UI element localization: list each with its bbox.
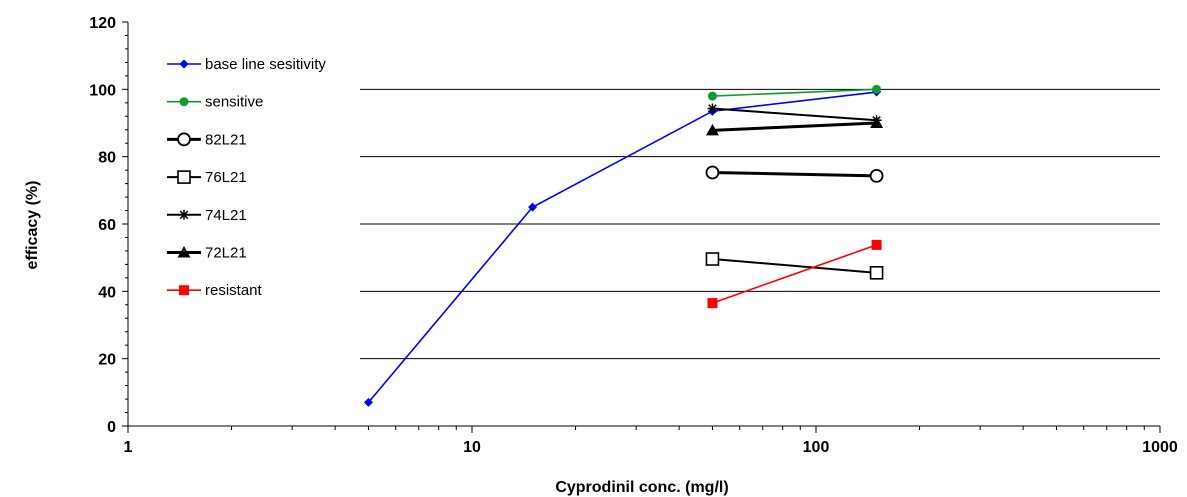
series-line-72l21 <box>712 121 877 132</box>
series-line-resistant <box>712 244 877 304</box>
legend-item-sensitive: sensitive <box>167 94 263 111</box>
legend-marker <box>177 170 191 184</box>
data-point <box>870 116 884 128</box>
series-line-82l21 <box>712 170 877 178</box>
legend: base line sesitivity sensitive 82L21 76L21 7… <box>167 56 326 299</box>
series-76l21 <box>705 252 884 280</box>
legend-item-76l21: 76L21 <box>167 169 247 186</box>
y-tick-label: 80 <box>98 150 116 167</box>
series-sensitive <box>707 84 882 101</box>
data-point <box>707 298 718 309</box>
legend-label: base line sesitivity <box>205 56 326 73</box>
x-tick-label: 1 <box>124 439 133 456</box>
legend-marker <box>179 97 189 107</box>
legend-label: 76L21 <box>205 169 247 186</box>
data-point <box>705 123 719 136</box>
data-point <box>869 168 884 183</box>
x-axis-title: Cyprodinil conc. (mg/l) <box>555 479 728 496</box>
y-tick-label: 120 <box>89 15 116 32</box>
legend-label: 82L21 <box>205 131 247 148</box>
x-tick-label: 10 <box>463 439 481 456</box>
legend-item-74l21: 74L21 <box>167 207 247 224</box>
data-point <box>528 202 538 212</box>
legend-label: 74L21 <box>205 207 247 224</box>
data-point <box>707 91 717 101</box>
series-line-76l21 <box>712 258 877 274</box>
y-axis-title: efficacy (%) <box>24 181 41 270</box>
x-tick-label: 100 <box>803 439 830 456</box>
series-74l21 <box>707 103 882 126</box>
series-line-74l21 <box>712 107 877 122</box>
legend-marker <box>179 209 189 220</box>
legend-label: 72L21 <box>205 245 247 262</box>
data-point <box>707 103 718 114</box>
series-82l21 <box>705 165 884 183</box>
y-tick-label: 40 <box>98 284 116 301</box>
legend-item-resistant: resistant <box>167 282 263 299</box>
data-point <box>869 266 884 280</box>
legend-label: sensitive <box>205 94 263 111</box>
series-resistant <box>707 239 882 309</box>
data-point <box>363 397 373 407</box>
legend-marker <box>179 59 189 69</box>
data-point <box>705 165 720 180</box>
x-tick-label: 1000 <box>1142 439 1178 456</box>
gridlines <box>360 88 1160 360</box>
legend-item-72l21: 72L21 <box>167 245 247 262</box>
series-line-sensitive <box>712 88 877 97</box>
series-line-base-line-sesitivity <box>367 91 877 403</box>
legend-marker <box>177 132 191 147</box>
legend-item-base-line-sesitivity: base line sesitivity <box>167 56 326 73</box>
y-tick-label: 0 <box>107 419 116 436</box>
series-group <box>363 84 884 407</box>
data-point <box>705 252 720 266</box>
data-point <box>871 239 882 250</box>
legend-marker <box>177 246 191 258</box>
legend-item-82l21: 82L21 <box>167 131 247 148</box>
legend-marker <box>179 285 189 296</box>
y-tick-label: 20 <box>98 352 116 369</box>
y-tick-label: 60 <box>98 217 116 234</box>
y-tick-label: 100 <box>89 82 116 99</box>
legend-label: resistant <box>205 282 263 299</box>
series-72l21 <box>705 116 884 136</box>
data-point <box>872 84 882 94</box>
